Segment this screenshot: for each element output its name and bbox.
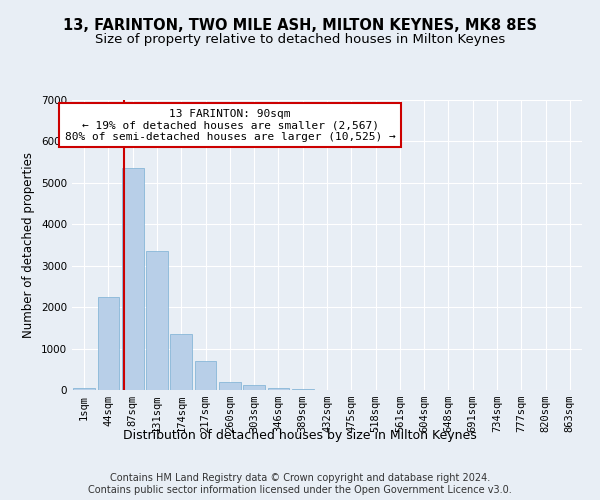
Text: Size of property relative to detached houses in Milton Keynes: Size of property relative to detached ho… xyxy=(95,32,505,46)
Bar xyxy=(194,361,217,390)
Bar xyxy=(97,297,119,390)
Bar xyxy=(146,251,168,390)
Text: Distribution of detached houses by size in Milton Keynes: Distribution of detached houses by size … xyxy=(123,428,477,442)
Text: 13, FARINTON, TWO MILE ASH, MILTON KEYNES, MK8 8ES: 13, FARINTON, TWO MILE ASH, MILTON KEYNE… xyxy=(63,18,537,32)
Bar xyxy=(292,389,314,390)
Text: Contains HM Land Registry data © Crown copyright and database right 2024.
Contai: Contains HM Land Registry data © Crown c… xyxy=(88,474,512,495)
Y-axis label: Number of detached properties: Number of detached properties xyxy=(22,152,35,338)
Bar xyxy=(73,388,95,390)
Bar xyxy=(219,382,241,390)
Bar xyxy=(268,388,289,390)
Text: 13 FARINTON: 90sqm
← 19% of detached houses are smaller (2,567)
80% of semi-deta: 13 FARINTON: 90sqm ← 19% of detached hou… xyxy=(65,108,395,142)
Bar xyxy=(122,168,143,390)
Bar xyxy=(170,334,192,390)
Bar xyxy=(243,384,265,390)
